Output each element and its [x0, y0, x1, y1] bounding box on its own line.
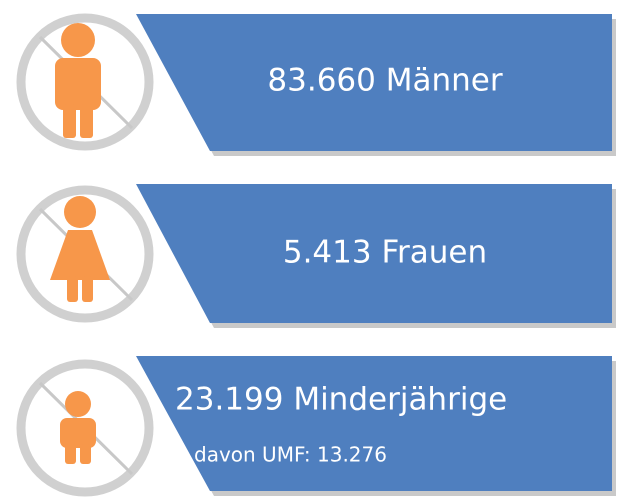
- banner: [136, 14, 612, 151]
- label: 5.413 Frauen: [283, 235, 487, 271]
- child-icon: [60, 391, 96, 464]
- label: 83.660 Männer: [267, 63, 502, 99]
- row-men: 83.660 Männer: [16, 13, 616, 156]
- row-minors: 23.199 Minderjährige davon UMF: 13.276: [16, 356, 616, 497]
- banner: [136, 184, 612, 323]
- row-women: 5.413 Frauen: [16, 184, 616, 328]
- bullet: [179, 452, 187, 460]
- woman-icon: [50, 196, 110, 302]
- detail: davon UMF: 13.276: [194, 443, 387, 467]
- banner: [136, 356, 612, 491]
- label: 23.199 Minderjährige: [175, 382, 507, 418]
- man-icon: [55, 23, 101, 138]
